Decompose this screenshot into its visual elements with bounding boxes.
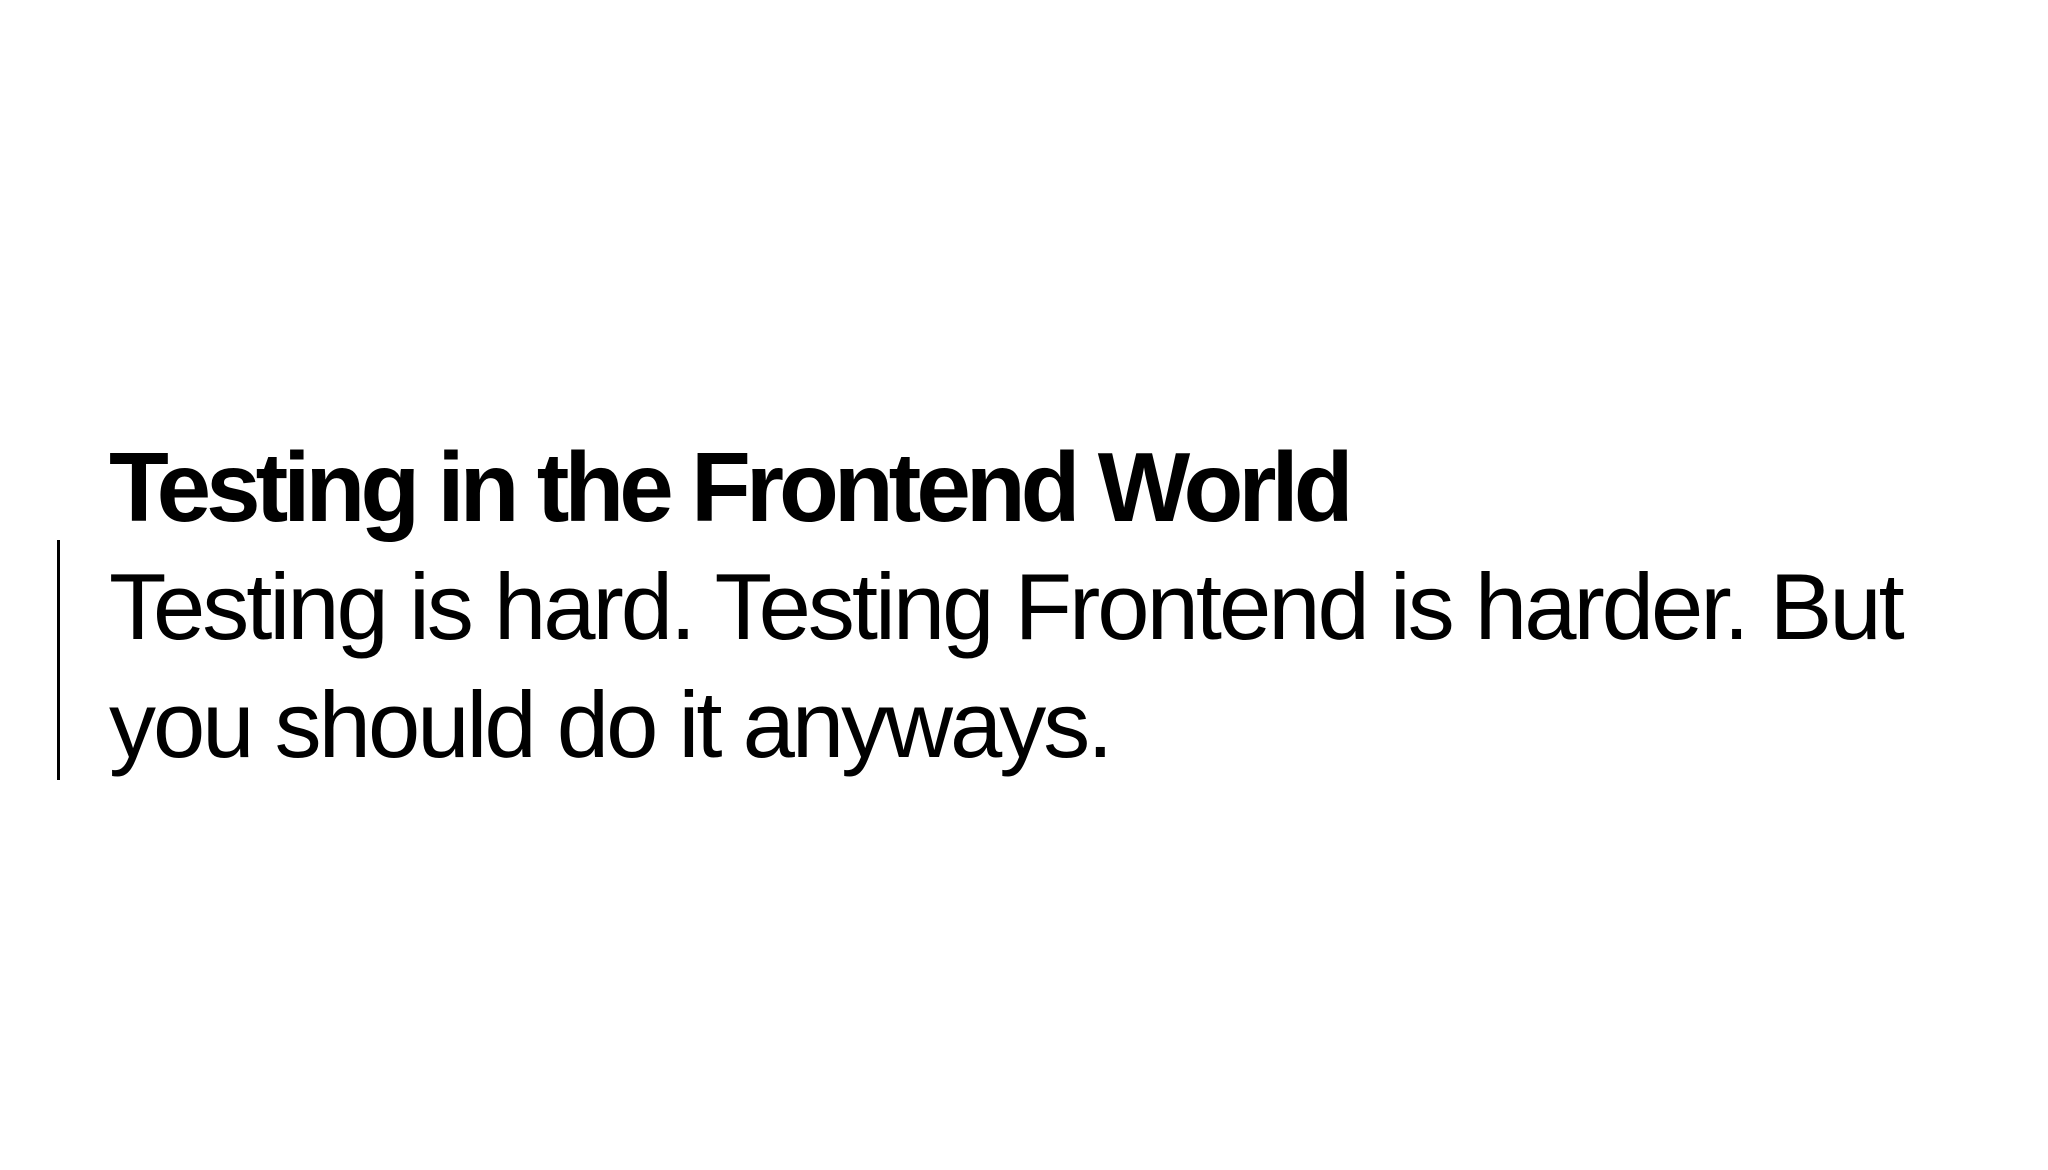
- slide-title: Testing in the Frontend World: [109, 432, 1354, 542]
- quote-line-1: Testing is hard. Testing Frontend is har…: [109, 554, 1905, 659]
- quote-bar: [57, 540, 60, 780]
- quote-text: Testing is hard. Testing Frontend is har…: [109, 548, 1989, 784]
- quote-line-2: you should do it anyways.: [109, 672, 1113, 777]
